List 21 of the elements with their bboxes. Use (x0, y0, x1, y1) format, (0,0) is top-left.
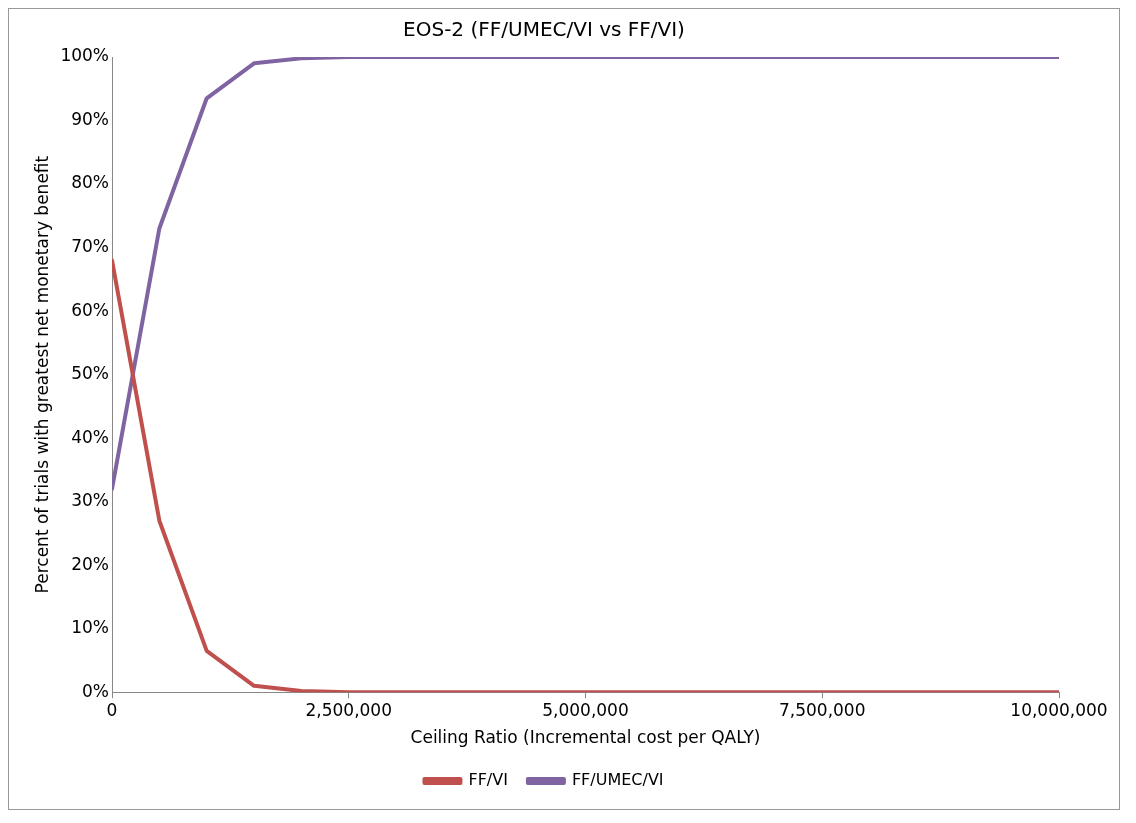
y-tick-label: 100% (60, 45, 109, 66)
y-tick-label: 90% (71, 108, 109, 129)
x-tick-label: 10,000,000 (1010, 699, 1108, 720)
y-tick-label: 60% (71, 299, 109, 320)
legend-label: FF/VI (468, 770, 508, 790)
y-tick-label: 10% (71, 617, 109, 638)
x-tick-label: 7,500,000 (778, 699, 866, 720)
y-tick-label: 0% (82, 680, 109, 701)
y-tick-label: 20% (71, 553, 109, 574)
y-tick-label: 80% (71, 172, 109, 193)
chart-title: EOS-2 (FF/UMEC/VI vs FF/VI) (403, 17, 685, 42)
y-tick-label: 30% (71, 490, 109, 511)
y-axis-title: Percent of trials with greatest net monetary benefit (31, 155, 52, 594)
x-tick-label: 5,000,000 (542, 699, 629, 720)
x-tick-label: 0 (106, 699, 118, 720)
y-tick-label: 40% (71, 426, 109, 447)
y-tick-label: 50% (71, 363, 109, 384)
x-axis-title: Ceiling Ratio (Incremental cost per QALY) (410, 727, 761, 748)
x-tick-label: 2,500,000 (305, 699, 393, 720)
legend-label: FF/UMEC/VI (571, 770, 664, 790)
y-tick-label: 70% (71, 235, 109, 256)
